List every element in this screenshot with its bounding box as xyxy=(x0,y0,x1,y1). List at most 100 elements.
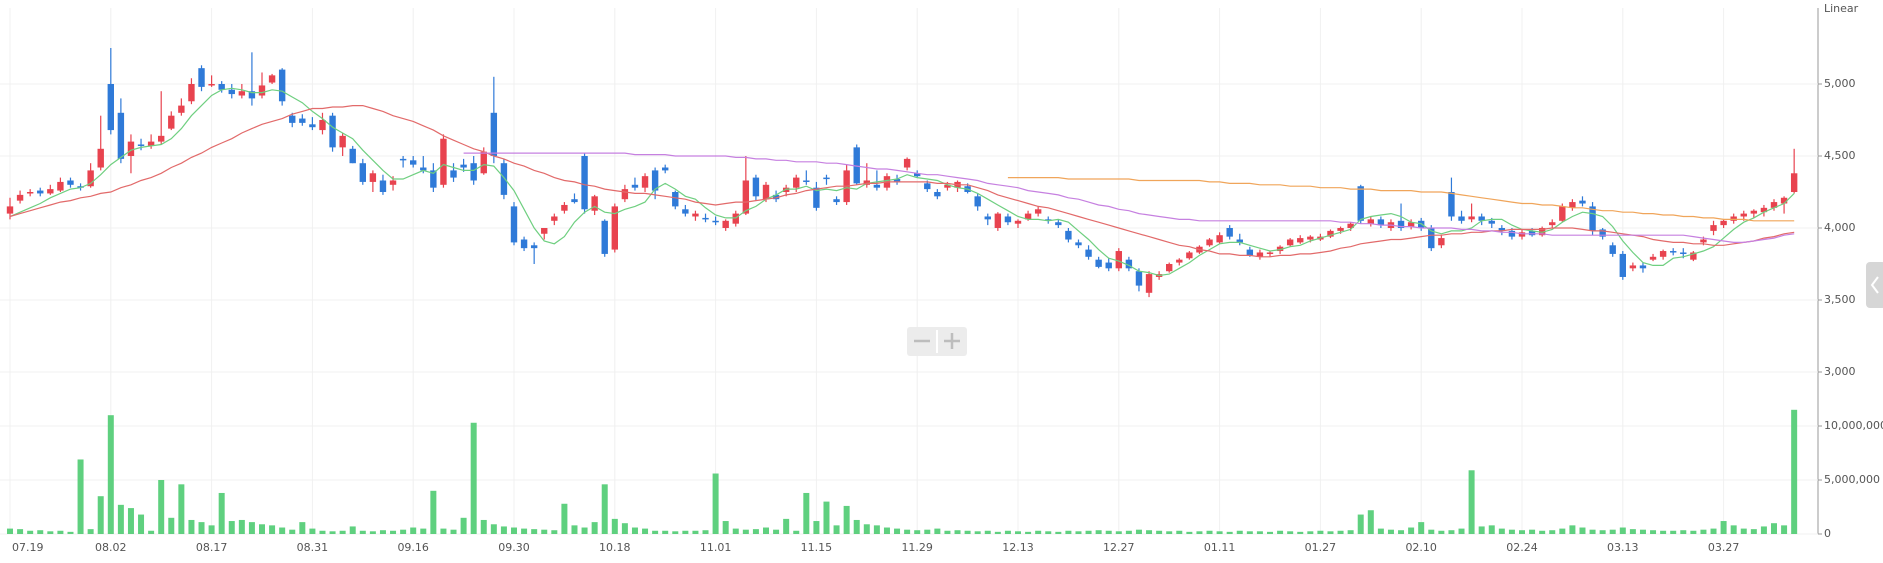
candle-body xyxy=(1438,238,1445,246)
candle-body xyxy=(430,170,437,188)
candle-body xyxy=(1357,186,1364,221)
volume-bar xyxy=(188,519,195,534)
volume-bar xyxy=(541,529,548,534)
candle-body xyxy=(1186,252,1193,259)
volume-bar xyxy=(531,529,538,534)
volume-bar xyxy=(631,527,638,534)
candle-body xyxy=(1145,274,1153,293)
side-tab-bg[interactable] xyxy=(1866,262,1883,308)
candle-body xyxy=(571,199,578,203)
candle-body xyxy=(1659,251,1667,257)
volume-bar xyxy=(904,529,911,534)
volume-bar xyxy=(1508,529,1515,534)
volume-bar xyxy=(924,529,931,534)
volume-bar xyxy=(994,531,1001,534)
candle-body xyxy=(813,187,820,208)
volume-bar xyxy=(1115,531,1122,534)
candle-body xyxy=(1538,228,1546,236)
x-tick-label: 02.10 xyxy=(1405,541,1437,554)
volume-bar xyxy=(1609,529,1616,534)
volume-bar xyxy=(500,526,507,534)
candle-body xyxy=(1508,230,1516,237)
volume-bar xyxy=(1337,530,1344,534)
candle-body xyxy=(1206,239,1213,246)
candle-body xyxy=(1397,220,1405,228)
volume-bar xyxy=(470,422,477,534)
volume-bar xyxy=(954,530,961,534)
candle-body xyxy=(87,170,94,187)
candle-body xyxy=(702,217,709,220)
volume-bar xyxy=(138,514,145,534)
volume-bar xyxy=(1146,530,1153,534)
candle-body xyxy=(97,148,104,168)
volume-bar xyxy=(1075,531,1082,534)
candle-body xyxy=(1478,216,1485,221)
candle-body xyxy=(1276,246,1284,252)
scale-label: Linear xyxy=(1824,2,1859,15)
volume-bar xyxy=(1660,530,1667,534)
candle-body xyxy=(1629,265,1637,269)
candle-body xyxy=(682,209,689,214)
volume-bar xyxy=(1377,528,1384,534)
volume-bar xyxy=(652,530,659,534)
volume-bar xyxy=(37,530,44,534)
volume-bar xyxy=(843,505,850,534)
candle-body xyxy=(1226,228,1233,237)
candle-body xyxy=(1579,200,1586,204)
candle-body xyxy=(561,204,568,211)
volume-bar xyxy=(1226,531,1233,534)
candle-body xyxy=(198,68,205,87)
x-tick-label: 01.27 xyxy=(1305,541,1337,554)
volume-bar xyxy=(914,530,921,534)
volume-bar xyxy=(1559,528,1566,534)
candle-body xyxy=(1286,239,1294,246)
candle-body xyxy=(651,170,659,191)
x-tick-label: 11.01 xyxy=(700,541,732,554)
candle-body xyxy=(339,135,346,148)
volume-bar xyxy=(1085,530,1092,534)
candle-body xyxy=(1428,228,1435,249)
candle-body xyxy=(359,163,366,182)
volume-bar xyxy=(1156,530,1163,534)
volume-bar xyxy=(460,517,467,534)
candle-body xyxy=(1216,235,1223,243)
volume-bar xyxy=(1297,531,1304,534)
volume-bar xyxy=(1428,529,1435,534)
volume-bar xyxy=(1650,530,1657,534)
volume-bar xyxy=(1720,521,1727,534)
candle-body xyxy=(490,112,498,156)
volume-bar xyxy=(1619,527,1626,534)
candle-body xyxy=(1307,236,1314,240)
candle-body xyxy=(893,179,901,182)
moving-average-line xyxy=(9,105,1795,258)
y-tick-label: 3,500 xyxy=(1824,293,1856,306)
candle-body xyxy=(924,183,931,190)
volume-bar xyxy=(1347,530,1354,534)
volume-bar xyxy=(158,480,165,534)
volume-bar xyxy=(1015,531,1021,534)
candle-body xyxy=(1246,249,1254,256)
volume-bar xyxy=(561,503,568,534)
candle-body xyxy=(530,245,538,249)
candle-body xyxy=(1700,239,1707,243)
volume-bar xyxy=(712,473,719,534)
volume-bar xyxy=(1176,530,1183,534)
candle-body xyxy=(1750,210,1758,214)
candle-body xyxy=(1024,213,1032,220)
candle-body xyxy=(1347,223,1354,228)
candle-body xyxy=(1034,209,1042,214)
candle-body xyxy=(248,91,256,99)
volume-bar xyxy=(1256,531,1263,534)
x-tick-label: 03.27 xyxy=(1708,541,1740,554)
volume-bar xyxy=(1730,525,1737,534)
candle-body xyxy=(581,156,588,210)
volume-bar xyxy=(1639,529,1646,534)
side-tab[interactable] xyxy=(1866,262,1883,308)
candle-body xyxy=(228,89,235,95)
candle-body xyxy=(16,194,24,201)
volume-bar xyxy=(1740,528,1747,534)
volume-bar xyxy=(1186,531,1193,534)
candle-body xyxy=(1297,238,1304,243)
candle-body xyxy=(1377,219,1385,226)
